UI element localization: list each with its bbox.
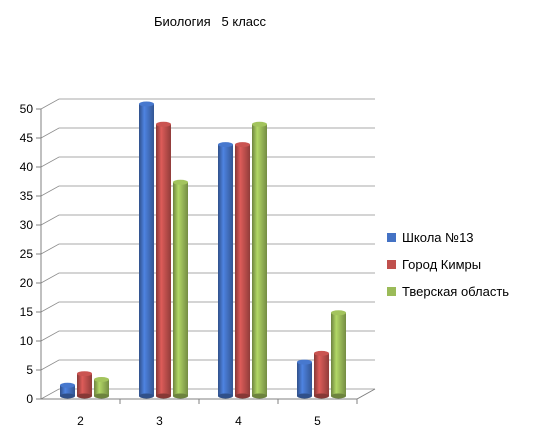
legend: Школа №13 Город Кимры Тверская область	[387, 224, 509, 305]
bar-cap	[77, 371, 92, 377]
gridline	[40, 359, 375, 371]
bar	[94, 379, 109, 396]
bar	[252, 124, 267, 397]
bar	[314, 353, 329, 396]
bar	[173, 182, 188, 396]
bar	[235, 144, 250, 396]
gridline	[40, 272, 375, 284]
gridline	[40, 301, 375, 313]
bar-base	[331, 393, 346, 399]
legend-item-0: Школа №13	[387, 224, 509, 251]
y-tick-label: 15	[20, 305, 34, 319]
bar	[77, 373, 92, 396]
x-tick-label: 2	[77, 414, 84, 428]
legend-label-0: Школа №13	[402, 230, 474, 245]
gridline	[40, 156, 375, 168]
bar	[218, 144, 233, 396]
bars	[60, 101, 346, 399]
bar-cap	[60, 382, 75, 388]
bar-base	[77, 393, 92, 399]
legend-label-1: Город Кимры	[402, 257, 482, 272]
gridline	[40, 330, 375, 342]
bar-cap	[252, 121, 267, 127]
legend-swatch-2	[387, 287, 396, 296]
bar-base	[156, 393, 171, 399]
y-tick-label: 20	[20, 276, 34, 290]
bar-base	[252, 393, 267, 399]
gridline	[40, 127, 375, 139]
bar-cap	[94, 377, 109, 382]
gridline	[40, 243, 375, 255]
bar-base	[235, 393, 250, 399]
bar	[139, 104, 154, 396]
y-tick-label: 0	[26, 392, 33, 406]
bar-cap	[331, 310, 346, 316]
legend-swatch-1	[387, 260, 396, 269]
bar	[297, 362, 312, 396]
legend-item-1: Город Кимры	[387, 251, 509, 278]
y-axis-ticks: 0 5 10 15 20 25 30 35 40 45 50	[20, 102, 41, 406]
bar-cap	[173, 179, 188, 185]
y-tick-label: 25	[20, 247, 34, 261]
bar-cap	[218, 142, 233, 148]
bar	[60, 385, 75, 396]
y-tick-label: 35	[20, 189, 34, 203]
chart-title: Биология 5 класс	[153, 14, 267, 29]
gridline	[40, 185, 375, 197]
bar-base	[60, 393, 75, 399]
bar-base	[314, 393, 329, 399]
y-tick-label: 30	[20, 218, 34, 232]
bar-base	[173, 393, 188, 399]
y-tick-label: 45	[20, 131, 34, 145]
bar-base	[94, 393, 109, 399]
gridline	[40, 388, 375, 400]
bar-base	[297, 393, 312, 399]
bar	[331, 312, 346, 396]
bar-base	[218, 393, 233, 399]
x-tick-label: 4	[235, 414, 242, 428]
bar-cap	[314, 350, 329, 356]
bar	[156, 124, 171, 397]
bar-base	[139, 393, 154, 399]
y-tick-label: 50	[20, 102, 34, 116]
gridline	[40, 98, 375, 110]
x-tick-label: 5	[314, 414, 321, 428]
legend-swatch-0	[387, 233, 396, 242]
y-tick-label: 10	[20, 334, 34, 348]
y-tick-label: 5	[26, 363, 33, 377]
x-tick-label: 3	[156, 414, 163, 428]
gridline	[40, 214, 375, 226]
x-axis-categories: 2 3 4 5	[77, 399, 358, 428]
y-tick-label: 40	[20, 160, 34, 174]
bar-cap	[235, 142, 250, 148]
legend-item-2: Тверская область	[387, 278, 509, 305]
bar-cap	[297, 359, 312, 365]
bar-cap	[156, 121, 171, 127]
bar-cap	[139, 101, 154, 107]
gridlines	[40, 98, 375, 400]
legend-label-2: Тверская область	[402, 284, 510, 299]
